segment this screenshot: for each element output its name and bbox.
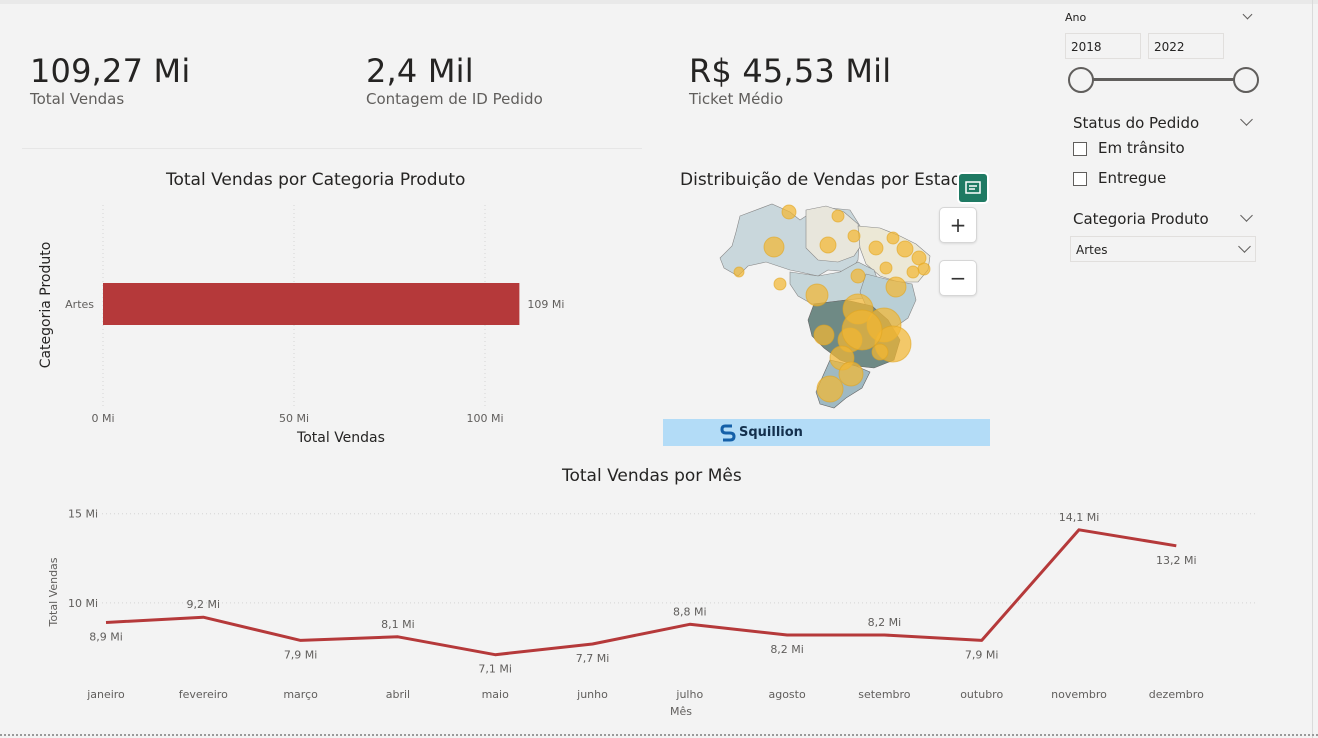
monthly-chart-title: Total Vendas por Mês (562, 466, 742, 486)
entregue-checkbox[interactable] (1073, 172, 1087, 186)
line-point[interactable] (1173, 543, 1179, 549)
x-tick-label: maio (482, 688, 510, 701)
line-data-label: 8,2 Mi (770, 643, 804, 656)
squillion-logo-icon (720, 424, 736, 442)
category-chart-title: Total Vendas por Categoria Produto (166, 170, 466, 190)
year-slider-track[interactable] (1080, 78, 1246, 81)
line-point[interactable] (979, 637, 985, 643)
x-tick-label: dezembro (1149, 688, 1204, 701)
line-data-label: 7,9 Mi (284, 648, 318, 661)
status-slicer[interactable]: Status do Pedido Em trânsito Entregue (1068, 110, 1258, 195)
x-tick-label: agosto (768, 688, 805, 701)
squillion-brand-text: Squillion (739, 425, 803, 440)
year-slider-handle-start[interactable] (1068, 67, 1094, 93)
category-bar[interactable] (103, 283, 520, 325)
line-data-label: 7,9 Mi (965, 648, 999, 661)
x-tick-label: março (283, 688, 318, 701)
map-title: Distribuição de Vendas por Estado (680, 170, 958, 190)
category-label: Artes (65, 298, 94, 311)
line-data-label: 9,2 Mi (187, 598, 221, 611)
line-point[interactable] (1076, 527, 1082, 533)
year-start-input[interactable]: 2018 (1065, 33, 1141, 59)
x-tick-label: fevereiro (179, 688, 228, 701)
x-tick-label: julho (675, 688, 703, 701)
x-tick-label: novembro (1051, 688, 1107, 701)
map-visual-header-icon[interactable] (959, 174, 987, 202)
chevron-down-icon[interactable] (1240, 113, 1253, 126)
line-point[interactable] (395, 634, 401, 640)
kpi-ticket-medio[interactable]: R$ 45,53 Mil Ticket Médio (689, 52, 891, 108)
line-point[interactable] (784, 632, 790, 638)
top-border (0, 0, 1318, 4)
year-slicer-title: Ano (1065, 11, 1087, 24)
x-tick-label: setembro (858, 688, 911, 701)
x-tick-label: abril (386, 688, 410, 701)
status-slicer-title: Status do Pedido (1073, 114, 1200, 132)
kpi-label: Contagem de ID Pedido (366, 90, 543, 108)
line-data-label: 13,2 Mi (1156, 554, 1197, 567)
line-point[interactable] (200, 614, 206, 620)
y-tick-label: 10 Mi (68, 597, 98, 610)
chevron-down-icon[interactable] (1240, 209, 1253, 222)
y-axis-title: Total Vendas (47, 557, 60, 627)
line-data-label: 8,9 Mi (89, 631, 123, 644)
squillion-brand-bar: Squillion (663, 419, 990, 446)
line-point[interactable] (492, 652, 498, 658)
line-point[interactable] (103, 620, 109, 626)
line-data-label: 14,1 Mi (1059, 511, 1100, 524)
kpi-value: 2,4 Mil (366, 52, 474, 90)
category-slicer-title: Categoria Produto (1073, 210, 1209, 228)
x-tick-label: junho (576, 688, 608, 701)
year-slicer[interactable]: Ano 2018 2022 (1060, 8, 1260, 98)
line-data-label: 8,2 Mi (868, 616, 902, 629)
right-edge-border (1312, 0, 1313, 738)
kpi-total-vendas[interactable]: 109,27 Mi Total Vendas (30, 52, 190, 108)
year-end-input[interactable]: 2022 (1148, 33, 1224, 59)
em-transito-checkbox[interactable] (1073, 142, 1087, 156)
sales-bubbles (733, 204, 931, 403)
line-data-label: 7,1 Mi (478, 663, 512, 676)
x-tick-label: 100 Mi (466, 412, 503, 425)
line-data-label: 8,8 Mi (673, 605, 707, 618)
line-point[interactable] (298, 637, 304, 643)
brazil-map[interactable] (700, 190, 940, 420)
x-axis-title: Total Vendas (296, 430, 385, 446)
bar-data-label: 109 Mi (527, 298, 564, 311)
map-zoom-in-button[interactable]: + (939, 207, 977, 243)
year-slider-handle-end[interactable] (1233, 67, 1259, 93)
kpi-divider (22, 148, 642, 149)
line-point[interactable] (881, 632, 887, 638)
smart-narrative-icon (965, 181, 981, 194)
em-transito-label[interactable]: Em trânsito (1098, 139, 1185, 157)
x-tick-label: 0 Mi (91, 412, 114, 425)
chevron-down-icon[interactable] (1242, 9, 1253, 20)
line-point[interactable] (590, 641, 596, 647)
kpi-value: 109,27 Mi (30, 52, 191, 90)
x-axis-title: Mês (670, 705, 692, 718)
y-tick-label: 15 Mi (68, 508, 98, 521)
category-dropdown[interactable]: Artes (1070, 236, 1256, 262)
x-tick-label: janeiro (86, 688, 125, 701)
y-axis-title: Categoria Produto (38, 242, 54, 369)
kpi-label: Ticket Médio (689, 90, 784, 108)
x-tick-label: outubro (960, 688, 1003, 701)
kpi-value: R$ 45,53 Mil (689, 52, 892, 90)
map-zoom-out-button[interactable]: − (939, 260, 977, 296)
category-bar-chart[interactable]: Categoria Produto 109 Mi 0 Mi 50 Mi 100 Mi… (30, 195, 590, 450)
bottom-dotted-border (0, 734, 1318, 736)
series-line (105, 528, 1177, 657)
category-slicer[interactable]: Categoria Produto Artes (1068, 206, 1258, 266)
entregue-label[interactable]: Entregue (1098, 169, 1167, 187)
monthly-line-chart[interactable]: Total Vendas 10 Mi 15 Mi 8,9 Mi 9,2 Mi 7,9 … (40, 500, 1270, 725)
x-tick-label: 50 Mi (279, 412, 309, 425)
kpi-label: Total Vendas (30, 90, 125, 108)
kpi-contagem-pedidos[interactable]: 2,4 Mil Contagem de ID Pedido (366, 52, 543, 108)
line-data-label: 7,7 Mi (576, 652, 610, 665)
line-data-label: 8,1 Mi (381, 618, 415, 631)
line-point[interactable] (687, 621, 693, 627)
